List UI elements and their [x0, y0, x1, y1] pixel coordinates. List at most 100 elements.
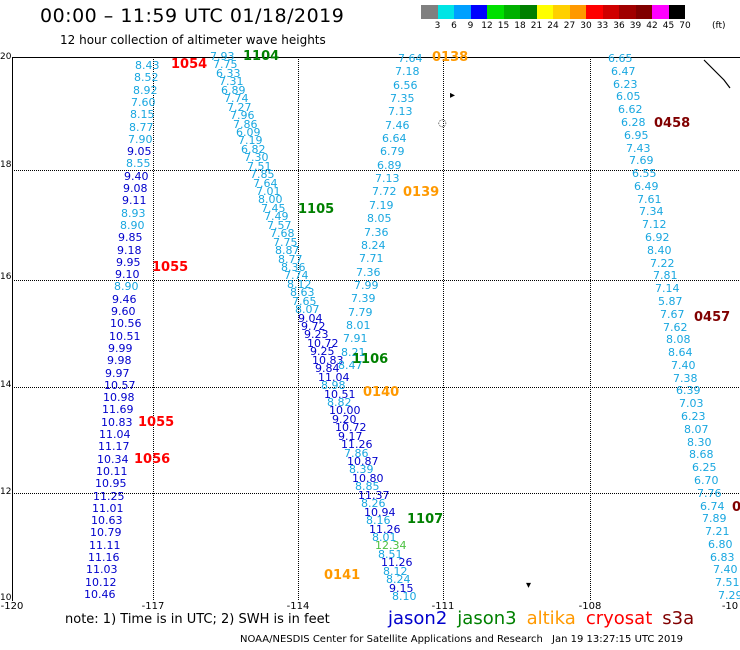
- scale-swatch: [553, 5, 570, 19]
- wave-height-value: 7.51: [247, 160, 272, 173]
- wave-height-value: 5.87: [658, 295, 683, 308]
- wave-height-value: 10.00: [329, 404, 361, 417]
- wave-height-value: 8.93: [121, 207, 146, 220]
- grid-line-vertical: [590, 57, 591, 600]
- legend-entry: s3a: [662, 608, 695, 629]
- wave-height-value: 6.62: [618, 103, 643, 116]
- coastline-fragment: [703, 59, 731, 89]
- wave-height-value: 7.74: [284, 269, 309, 282]
- wave-height-value: 11.03: [86, 563, 118, 576]
- wave-height-value: 7.39: [351, 292, 376, 305]
- island-marker: ▸: [450, 90, 456, 101]
- scale-label: 18: [514, 21, 526, 31]
- wave-height-value: 9.99: [108, 342, 133, 355]
- wave-height-value: 7.64: [253, 177, 278, 190]
- pass-label: 1105: [298, 202, 335, 217]
- legend-entry: jason3: [457, 608, 517, 629]
- wave-height-value: 8.39: [349, 463, 374, 476]
- wave-height-value: 9.46: [112, 293, 137, 306]
- wave-height-value: 7.36: [364, 226, 389, 239]
- wave-height-value: 11.04: [99, 428, 131, 441]
- wave-height-value: 10.72: [307, 337, 339, 350]
- scale-label: 27: [563, 21, 576, 31]
- wave-height-value: 6.95: [624, 129, 649, 142]
- wave-height-value: 8.36: [281, 261, 306, 274]
- grid-line-horizontal: [12, 493, 739, 494]
- wave-height-value: 8.16: [366, 514, 391, 527]
- wave-height-value: 10.79: [90, 526, 122, 539]
- wave-height-value: 7.86: [233, 118, 258, 131]
- pass-label: 0140: [363, 385, 400, 400]
- scale-swatch: [503, 5, 520, 19]
- lat-label-20: 20: [0, 52, 12, 62]
- wave-height-value: 10.80: [352, 472, 384, 485]
- wave-height-value: 8.01: [372, 531, 397, 544]
- wave-height-value: 7.31: [219, 75, 244, 88]
- wave-height-value: 8.43: [135, 59, 160, 72]
- wave-height-value: 7.65: [292, 295, 317, 308]
- pass-label: 1104: [243, 49, 280, 64]
- wave-height-value: 8.24: [386, 573, 411, 586]
- scale-label: 33: [596, 21, 609, 31]
- scale-swatch: [470, 5, 487, 19]
- grid-line-horizontal: [12, 280, 739, 281]
- wave-height-value: 7.96: [230, 109, 255, 122]
- wave-height-value: 7.62: [663, 321, 688, 334]
- scale-swatch: [602, 5, 619, 19]
- grid-line-vertical: [153, 57, 154, 600]
- wave-height-value: 10.98: [103, 391, 135, 404]
- scale-label: 45: [662, 21, 675, 31]
- scale-label: 70: [679, 21, 691, 31]
- wave-height-value: 10.56: [110, 317, 142, 330]
- wave-height-value: 7.29: [718, 589, 740, 602]
- wave-height-value: 10.94: [364, 506, 396, 519]
- wave-height-value: 8.90: [120, 219, 145, 232]
- scale-swatch: [536, 5, 553, 19]
- island-marker: ▾: [526, 580, 532, 591]
- wave-height-value: 7.14: [655, 282, 680, 295]
- legend-entry: jason2: [388, 608, 448, 629]
- wave-height-value: 10.83: [101, 416, 133, 429]
- wave-height-value: 11.26: [341, 438, 373, 451]
- wave-height-value: 8.92: [133, 84, 158, 97]
- wave-height-value: 7.79: [348, 306, 373, 319]
- wave-height-value: 9.97: [105, 367, 130, 380]
- grid-line-vertical: [298, 57, 299, 600]
- pass-label: 1056: [134, 452, 171, 467]
- wave-height-value: 9.10: [115, 268, 140, 281]
- scale-swatch: [668, 5, 685, 19]
- scale-swatch: [437, 5, 454, 19]
- wave-height-value: 6.89: [377, 159, 402, 172]
- scale-swatch: [487, 5, 504, 19]
- scale-label: 36: [613, 21, 625, 31]
- wave-height-value: 11.17: [98, 440, 130, 453]
- wave-height-value: 7.38: [673, 372, 698, 385]
- wave-height-value: 9.98: [107, 354, 132, 367]
- wave-height-value: 7.13: [388, 105, 413, 118]
- wave-height-value: 10.34: [97, 453, 129, 466]
- wave-height-value: 6.49: [634, 180, 659, 193]
- lon-label-117: -117: [141, 601, 165, 612]
- wave-height-value: 7.68: [270, 227, 295, 240]
- legend-entry: altika: [526, 608, 576, 629]
- pass-label: 0: [732, 500, 740, 515]
- wave-height-value: 6.28: [621, 116, 646, 129]
- wave-height-value: 8.52: [134, 71, 159, 84]
- wave-height-value: 8.08: [666, 333, 691, 346]
- wave-height-value: 8.64: [668, 346, 693, 359]
- wave-height-value: 7.12: [642, 218, 667, 231]
- wave-height-value: 7.46: [385, 119, 410, 132]
- wave-height-value: 8.51: [378, 548, 403, 561]
- wave-height-value: 8.00: [258, 193, 283, 206]
- wave-height-value: 6.39: [676, 384, 701, 397]
- lat-label-18: 18: [0, 160, 12, 170]
- wave-height-value: 8.21: [341, 346, 366, 359]
- lat-label-14: 14: [0, 380, 12, 390]
- wave-height-value: 7.03: [679, 397, 704, 410]
- pass-label: 0138: [432, 50, 469, 65]
- wave-height-value: 10.83: [312, 354, 344, 367]
- wave-height-value: 6.25: [692, 461, 717, 474]
- scale-swatch: [454, 5, 471, 19]
- wave-height-value: 9.23: [304, 328, 329, 341]
- wave-height-value: 11.26: [369, 523, 401, 536]
